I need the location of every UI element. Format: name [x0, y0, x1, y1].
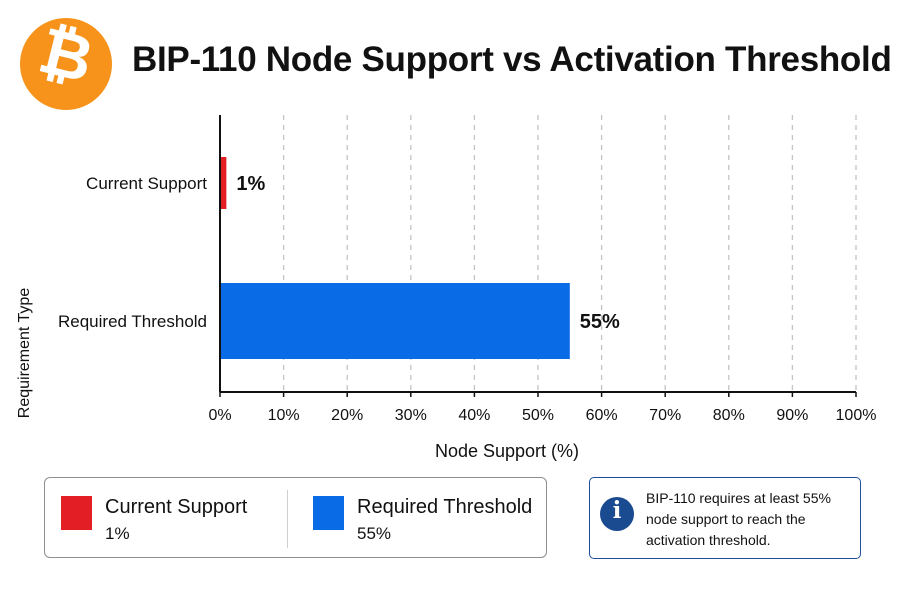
x-tick-label: 80% — [713, 407, 745, 424]
x-tick-label: 50% — [522, 407, 554, 424]
bar-current-support — [220, 157, 227, 209]
x-tick-label: 100% — [836, 407, 877, 424]
x-axis-ticks: 0% 10% 20% 30% 40% 50% 60% 70% 80% 90% 100% — [208, 392, 876, 424]
legend-label: Current Support — [105, 496, 248, 518]
header: ₿ BIP-110 Node Support vs Activation Thr… — [20, 14, 892, 110]
chart-legend: Current Support 1% Required Threshold 55… — [44, 477, 547, 558]
x-tick-label: 60% — [586, 407, 618, 424]
x-tick-label: 30% — [395, 407, 427, 424]
legend-value: 55% — [357, 524, 392, 543]
x-tick-label: 10% — [268, 407, 300, 424]
bar-required-threshold — [220, 283, 570, 359]
x-tick-label: 90% — [776, 407, 808, 424]
x-tick-label: 0% — [208, 407, 231, 424]
bar-chart: 0% 10% 20% 30% 40% 50% 60% 70% 80% 90% 100% Curren… — [16, 115, 876, 461]
legend-label: Required Threshold — [357, 496, 533, 518]
bitcoin-logo-icon: ₿ — [20, 14, 112, 110]
x-tick-label: 20% — [331, 407, 363, 424]
chart-bars — [220, 157, 570, 359]
chart-area: 0% 10% 20% 30% 40% 50% 60% 70% 80% 90% 100% Curren… — [0, 100, 900, 470]
bitcoin-logo-glyph: ₿ — [31, 13, 101, 99]
legend-divider — [287, 490, 288, 548]
x-axis-title: Node Support (%) — [435, 441, 579, 461]
bar-value-labels: 1% 55% — [236, 173, 620, 333]
page-title: BIP-110 Node Support vs Activation Thres… — [132, 40, 892, 79]
info-callout: i BIP-110 requires at least 55% node sup… — [589, 477, 861, 559]
x-tick-label: 70% — [649, 407, 681, 424]
info-icon: i — [600, 497, 634, 531]
info-text: BIP-110 requires at least 55% node suppo… — [646, 490, 831, 548]
bar-value-label: 1% — [236, 173, 265, 195]
y-category-label: Required Threshold — [58, 312, 207, 331]
x-tick-label: 40% — [458, 407, 490, 424]
bar-value-label: 55% — [580, 311, 620, 333]
legend-swatch-current-support — [61, 496, 92, 530]
y-category-label: Current Support — [86, 174, 207, 193]
y-axis-category-labels: Current Support Required Threshold — [58, 174, 207, 331]
legend-value: 1% — [105, 524, 130, 543]
legend-swatch-required-threshold — [313, 496, 344, 530]
y-axis-title: Requirement Type — [16, 288, 33, 419]
